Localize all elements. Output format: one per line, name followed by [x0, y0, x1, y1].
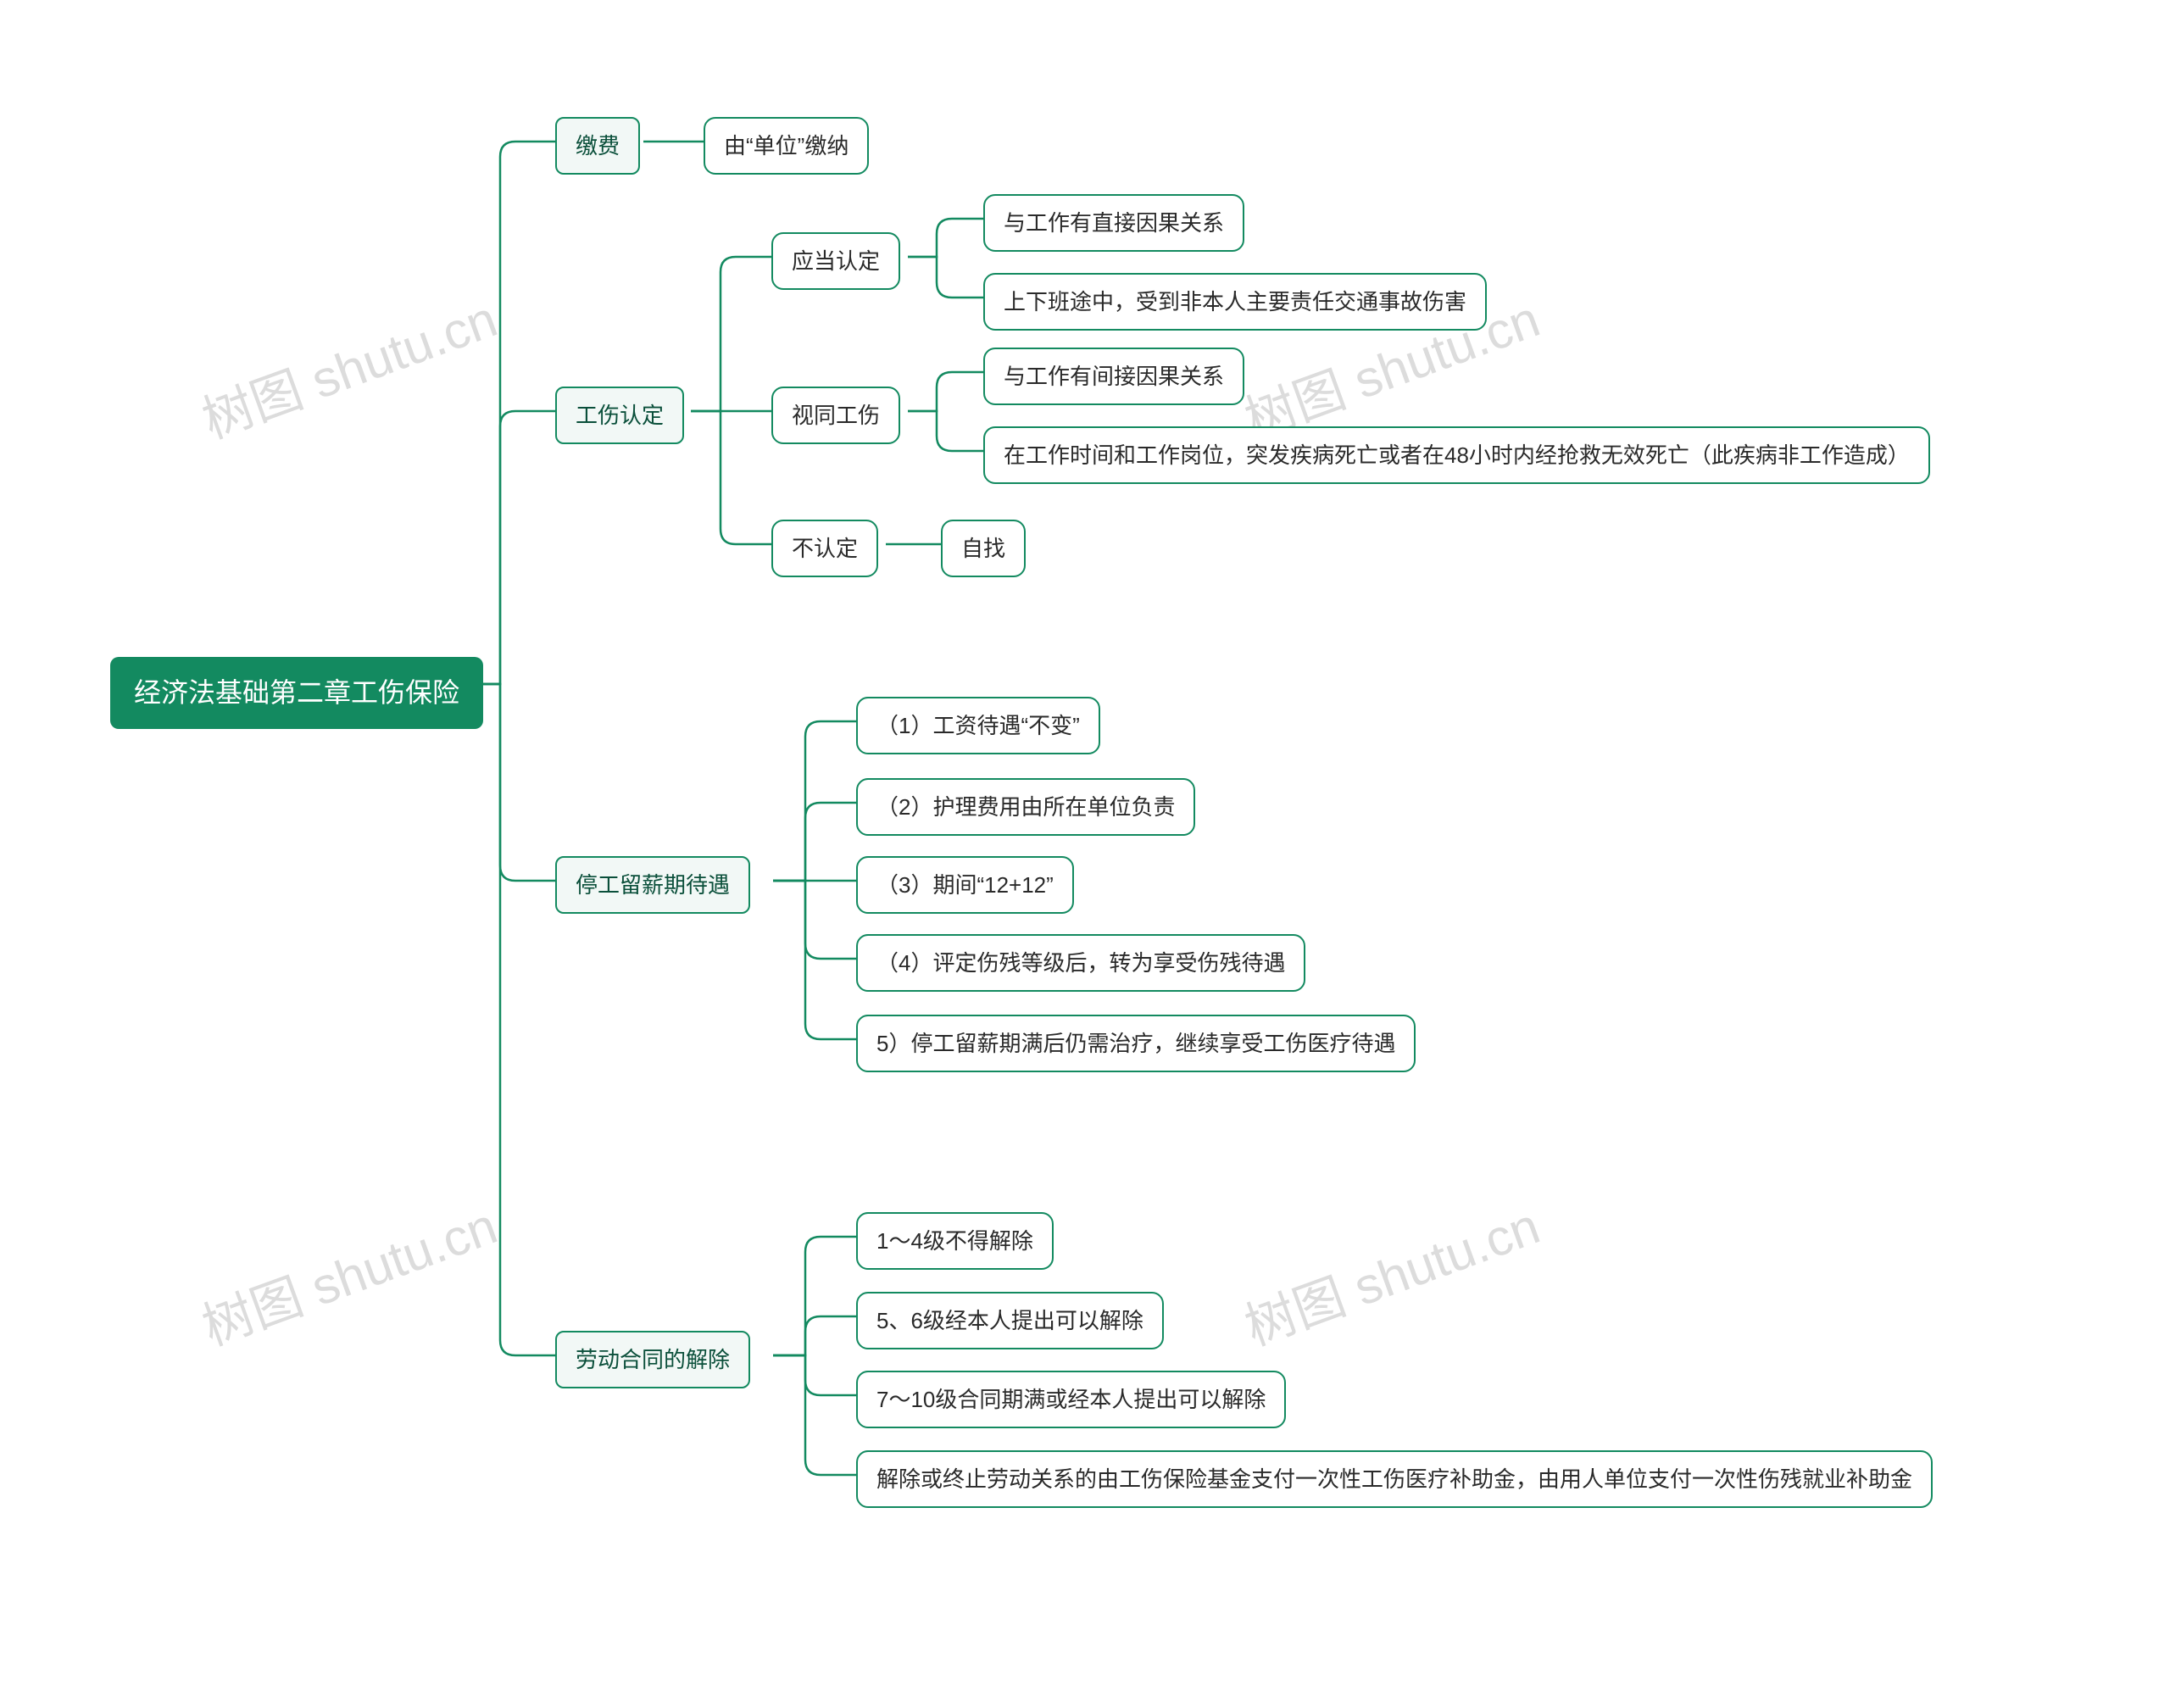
leaf-indirect-cause[interactable]: 与工作有间接因果关系	[983, 348, 1244, 405]
leaf-self-caused[interactable]: 自找	[941, 520, 1026, 577]
leaf-termination-1[interactable]: 1～4级不得解除	[856, 1212, 1054, 1270]
leaf-suspension-2[interactable]: （2）护理费用由所在单位负责	[856, 778, 1195, 836]
leaf-commute-accident[interactable]: 上下班途中，受到非本人主要责任交通事故伤害	[983, 273, 1487, 331]
leaf-suspension-5[interactable]: 5）停工留薪期满后仍需治疗，继续享受工伤医疗待遇	[856, 1015, 1416, 1072]
leaf-suspension-4[interactable]: （4）评定伤残等级后，转为享受伤残待遇	[856, 934, 1305, 992]
branch-fee[interactable]: 缴费	[555, 117, 640, 175]
root-node[interactable]: 经济法基础第二章工伤保险	[110, 657, 483, 729]
leaf-termination-2[interactable]: 5、6级经本人提出可以解除	[856, 1292, 1164, 1349]
watermark: 树图 shutu.cn	[191, 1185, 505, 1360]
leaf-termination-4[interactable]: 解除或终止劳动关系的由工伤保险基金支付一次性工伤医疗补助金，由用人单位支付一次性…	[856, 1450, 1933, 1508]
leaf-fee-employer[interactable]: 由“单位”缴纳	[704, 117, 869, 175]
leaf-termination-3[interactable]: 7～10级合同期满或经本人提出可以解除	[856, 1371, 1286, 1428]
node-should-recognize[interactable]: 应当认定	[771, 232, 900, 290]
node-not-recognize[interactable]: 不认定	[771, 520, 878, 577]
watermark: 树图 shutu.cn	[191, 278, 505, 453]
branch-recognition[interactable]: 工伤认定	[555, 387, 684, 444]
leaf-suspension-1[interactable]: （1）工资待遇“不变”	[856, 697, 1100, 754]
branch-termination[interactable]: 劳动合同的解除	[555, 1331, 750, 1388]
leaf-direct-cause[interactable]: 与工作有直接因果关系	[983, 194, 1244, 252]
watermark: 树图 shutu.cn	[1233, 1185, 1548, 1360]
node-deemed-injury[interactable]: 视同工伤	[771, 387, 900, 444]
leaf-sudden-death[interactable]: 在工作时间和工作岗位，突发疾病死亡或者在48小时内经抢救无效死亡（此疾病非工作造…	[983, 426, 1930, 484]
branch-suspension[interactable]: 停工留薪期待遇	[555, 856, 750, 914]
leaf-suspension-3[interactable]: （3）期间“12+12”	[856, 856, 1074, 914]
